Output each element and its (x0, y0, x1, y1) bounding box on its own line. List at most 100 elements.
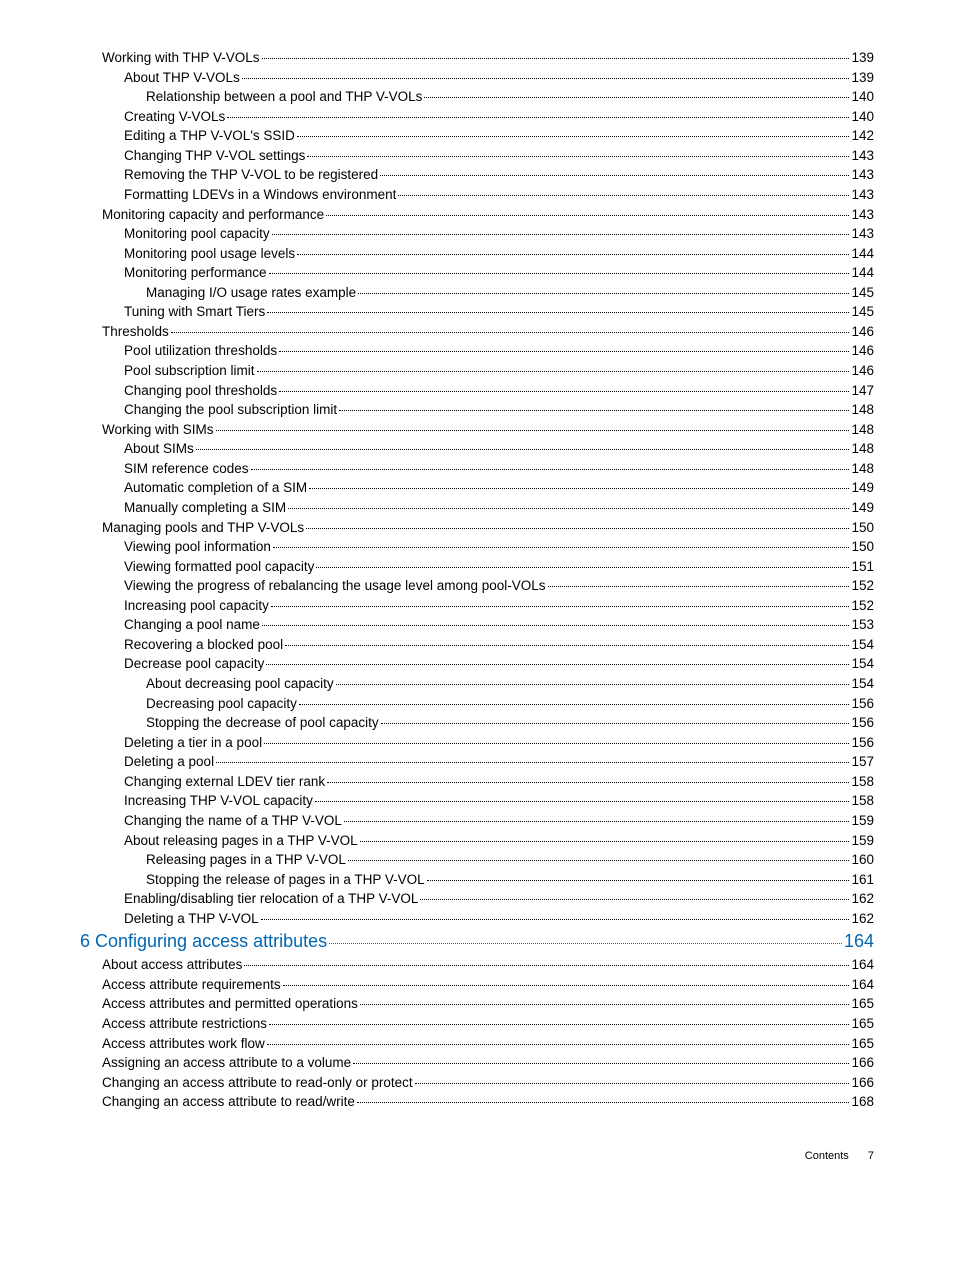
toc-dots (171, 332, 850, 333)
toc-entry[interactable]: Access attribute requirements164 (80, 975, 874, 995)
toc-dots (415, 1083, 850, 1084)
toc-entry[interactable]: Changing THP V-VOL settings143 (80, 146, 874, 166)
toc-entry[interactable]: Viewing formatted pool capacity151 (80, 557, 874, 577)
toc-dots (353, 1063, 849, 1064)
toc-entry-text: Access attribute restrictions (102, 1014, 267, 1034)
toc-entry[interactable]: Viewing pool information150 (80, 537, 874, 557)
toc-entry[interactable]: Working with SIMs148 (80, 420, 874, 440)
toc-entry[interactable]: Managing I/O usage rates example 145 (80, 283, 874, 303)
toc-dots (216, 762, 849, 763)
toc-entry-text: Stopping the release of pages in a THP V… (146, 870, 425, 890)
toc-dots (242, 78, 850, 79)
toc-dots (420, 899, 849, 900)
toc-dots (285, 645, 849, 646)
toc-entry[interactable]: Managing pools and THP V-VOLs150 (80, 518, 874, 538)
toc-entry[interactable]: Recovering a blocked pool154 (80, 635, 874, 655)
toc-entry[interactable]: Relationship between a pool and THP V-VO… (80, 87, 874, 107)
toc-entry-text: Monitoring pool capacity (124, 224, 270, 244)
toc-entry-page: 145 (851, 283, 874, 303)
toc-entry-text: Relationship between a pool and THP V-VO… (146, 87, 422, 107)
toc-entry[interactable]: Creating V-VOLs140 (80, 107, 874, 127)
toc-entry[interactable]: Enabling/disabling tier relocation of a … (80, 889, 874, 909)
toc-entry-text: Increasing pool capacity (124, 596, 269, 616)
toc-entry[interactable]: Access attributes work flow165 (80, 1034, 874, 1054)
toc-entry[interactable]: Working with THP V-VOLs139 (80, 48, 874, 68)
toc-entry-text: Assigning an access attribute to a volum… (102, 1053, 351, 1073)
toc-entry[interactable]: Stopping the release of pages in a THP V… (80, 870, 874, 890)
toc-entry[interactable]: Monitoring pool usage levels144 (80, 244, 874, 264)
toc-dots (358, 293, 849, 294)
toc-entry[interactable]: Viewing the progress of rebalancing the … (80, 576, 874, 596)
toc-entry[interactable]: Monitoring capacity and performance143 (80, 205, 874, 225)
toc-dots (548, 586, 850, 587)
toc-entry-text: Increasing THP V-VOL capacity (124, 791, 313, 811)
toc-entry[interactable]: Removing the THP V-VOL to be registered1… (80, 165, 874, 185)
toc-entry[interactable]: Deleting a pool157 (80, 752, 874, 772)
toc-entry-text: Changing external LDEV tier rank (124, 772, 325, 792)
toc-entry[interactable]: Changing external LDEV tier rank 158 (80, 772, 874, 792)
toc-chapter-entry[interactable]: 6 Configuring access attributes164 (80, 928, 874, 955)
toc-dots (267, 312, 849, 313)
toc-dots (344, 821, 850, 822)
toc-entry[interactable]: Assigning an access attribute to a volum… (80, 1053, 874, 1073)
toc-entry[interactable]: Changing the pool subscription limit148 (80, 400, 874, 420)
toc-entry[interactable]: Releasing pages in a THP V-VOL160 (80, 850, 874, 870)
toc-entry-text: About THP V-VOLs (124, 68, 240, 88)
toc-dots (357, 1102, 850, 1103)
toc-entry-page: 140 (851, 87, 874, 107)
toc-entry[interactable]: About access attributes164 (80, 955, 874, 975)
toc-entry[interactable]: Editing a THP V-VOL's SSID142 (80, 126, 874, 146)
toc-entry-page: 164 (844, 928, 874, 955)
toc-entry[interactable]: Formatting LDEVs in a Windows environmen… (80, 185, 874, 205)
toc-entry[interactable]: Deleting a THP V-VOL162 (80, 909, 874, 929)
toc-dots (216, 430, 850, 431)
toc-entry[interactable]: Decreasing pool capacity156 (80, 694, 874, 714)
toc-entry[interactable]: Manually completing a SIM149 (80, 498, 874, 518)
toc-entry[interactable]: Decrease pool capacity154 (80, 654, 874, 674)
toc-entry[interactable]: Access attributes and permitted operatio… (80, 994, 874, 1014)
toc-dots (315, 801, 850, 802)
toc-entry-page: 158 (851, 772, 874, 792)
toc-dots (244, 965, 849, 966)
toc-entry[interactable]: Changing the name of a THP V-VOL159 (80, 811, 874, 831)
toc-dots (196, 449, 850, 450)
toc-entry[interactable]: Stopping the decrease of pool capacity15… (80, 713, 874, 733)
toc-entry-text: Manually completing a SIM (124, 498, 286, 518)
toc-entry-page: 160 (851, 850, 874, 870)
toc-entry[interactable]: Changing pool thresholds147 (80, 381, 874, 401)
toc-entry-page: 158 (851, 791, 874, 811)
toc-entry-text: Viewing formatted pool capacity (124, 557, 314, 577)
toc-entry[interactable]: About decreasing pool capacity154 (80, 674, 874, 694)
toc-entry-page: 143 (851, 224, 874, 244)
toc-entry-page: 164 (851, 975, 874, 995)
toc-dots (327, 782, 849, 783)
toc-entry[interactable]: Increasing THP V-VOL capacity 158 (80, 791, 874, 811)
toc-entry[interactable]: About THP V-VOLs139 (80, 68, 874, 88)
toc-entry-page: 146 (851, 322, 874, 342)
toc-dots (257, 371, 850, 372)
toc-entry[interactable]: SIM reference codes148 (80, 459, 874, 479)
toc-entry[interactable]: Thresholds146 (80, 322, 874, 342)
toc-entry-text: Deleting a tier in a pool (124, 733, 262, 753)
toc-entry[interactable]: Access attribute restrictions165 (80, 1014, 874, 1034)
toc-dots (307, 156, 849, 157)
toc-entry[interactable]: Changing an access attribute to read/wri… (80, 1092, 874, 1112)
toc-dots (424, 97, 849, 98)
toc-entry-text: Decrease pool capacity (124, 654, 264, 674)
toc-entry[interactable]: Increasing pool capacity152 (80, 596, 874, 616)
toc-entry-page: 168 (851, 1092, 874, 1112)
toc-entry[interactable]: Monitoring pool capacity 143 (80, 224, 874, 244)
toc-entry[interactable]: Pool utilization thresholds146 (80, 341, 874, 361)
toc-entry[interactable]: Pool subscription limit146 (80, 361, 874, 381)
toc-entry-text: Recovering a blocked pool (124, 635, 283, 655)
toc-entry[interactable]: Changing a pool name153 (80, 615, 874, 635)
toc-entry[interactable]: Deleting a tier in a pool156 (80, 733, 874, 753)
toc-entry[interactable]: Monitoring performance144 (80, 263, 874, 283)
toc-dots (326, 215, 849, 216)
toc-entry[interactable]: About SIMs148 (80, 439, 874, 459)
toc-entry[interactable]: Tuning with Smart Tiers145 (80, 302, 874, 322)
toc-entry[interactable]: Changing an access attribute to read-onl… (80, 1073, 874, 1093)
toc-entry[interactable]: About releasing pages in a THP V-VOL159 (80, 831, 874, 851)
toc-entry-text: Managing I/O usage rates example (146, 283, 356, 303)
toc-entry[interactable]: Automatic completion of a SIM 149 (80, 478, 874, 498)
